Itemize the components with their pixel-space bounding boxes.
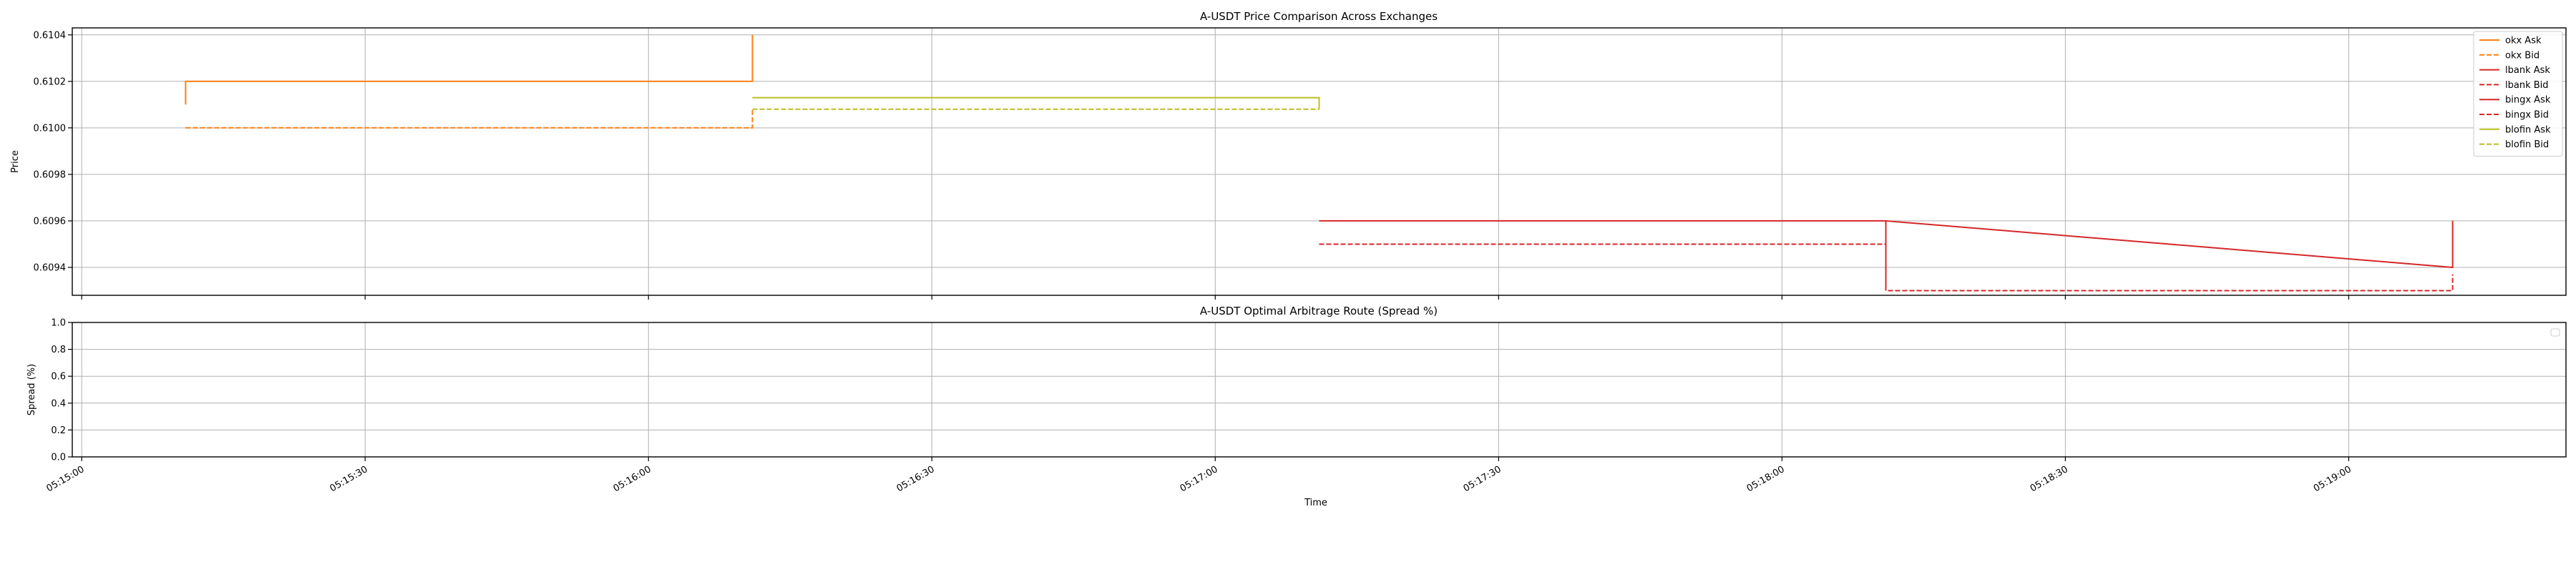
price-chart-x-ticks (81, 295, 2349, 300)
x-tick-label: 05:15:00 (45, 464, 87, 494)
spread-y-tick-label: 0.8 (51, 345, 66, 355)
spread-chart-frame (72, 322, 2567, 458)
spread-y-tick-label: 1.0 (51, 318, 66, 329)
legend-label: okx Ask (2505, 36, 2542, 46)
x-tick-label: 05:16:30 (895, 464, 937, 494)
legend-label: lbank Ask (2505, 65, 2550, 76)
x-tick-label: 05:17:30 (1462, 464, 1503, 494)
series-line (1319, 220, 2454, 291)
series-line (1319, 243, 2454, 292)
spread-chart-y-label: Spread (%) (26, 364, 37, 415)
price-y-tick-label: 0.6102 (34, 77, 67, 87)
price-y-tick-label: 0.6100 (34, 123, 67, 134)
spread-chart-legend (2550, 328, 2560, 337)
x-tick-label: 05:15:30 (328, 464, 370, 494)
price-y-tick-label: 0.6098 (34, 169, 67, 180)
price-y-tick-label: 0.6104 (34, 30, 67, 41)
spread-chart-x-label: Time (1304, 498, 1327, 508)
x-tick-label: 05:17:00 (1179, 464, 1220, 494)
series-line (185, 34, 753, 105)
spread-chart: 05:15:00 05:15:30 05:16:00 05:16:30 05:17:00… (26, 305, 2567, 508)
x-tick-label: 05:18:30 (2029, 464, 2070, 494)
x-tick-label: 05:18:00 (1745, 464, 1787, 494)
price-chart-title: A-USDT Price Comparison Across Exchanges (1200, 10, 1438, 23)
spread-chart-x-ticks: 05:15:00 05:15:30 05:16:00 05:16:30 05:17:00… (45, 457, 2353, 494)
series-line (185, 109, 753, 129)
price-chart-grid (72, 28, 2566, 295)
spread-chart-title: A-USDT Optimal Arbitrage Route (Spread %… (1200, 305, 1438, 317)
price-y-tick-label: 0.6096 (34, 216, 67, 227)
legend-label: okx Bid (2505, 50, 2540, 61)
legend-label: bingx Ask (2505, 95, 2551, 106)
price-chart: 0.6094 0.6096 0.6098 0.6100 0.6102 0.6104 A-U… (10, 10, 2567, 300)
legend-label: lbank Bid (2505, 80, 2549, 91)
legend-label: blofin Bid (2505, 139, 2549, 150)
spread-y-tick-label: 0.6 (51, 372, 66, 383)
legend-label: bingx Bid (2505, 110, 2549, 121)
legend-label: blofin Ask (2505, 124, 2551, 135)
x-tick-label: 05:19:00 (2312, 464, 2353, 494)
price-chart-frame (72, 27, 2567, 296)
price-chart-series (185, 34, 2454, 292)
price-y-tick-label: 0.6094 (34, 262, 67, 273)
price-chart-y-ticks: 0.6094 0.6096 0.6098 0.6100 0.6102 0.6104 (34, 30, 72, 273)
spread-y-tick-label: 0.2 (51, 425, 66, 436)
spread-y-tick-label: 0.4 (51, 398, 66, 409)
price-chart-legend: okx Ask okx Bid lbank Ask lbank Bid bingx As… (2473, 31, 2563, 157)
spread-y-tick-label: 0.0 (51, 453, 66, 463)
legend-box (2473, 31, 2563, 157)
spread-chart-grid (72, 322, 2566, 458)
spread-chart-y-ticks: 0.0 0.2 0.4 0.6 0.8 1.0 (51, 318, 72, 463)
x-tick-label: 05:16:00 (612, 464, 653, 494)
price-chart-y-label: Price (10, 150, 21, 173)
series-line (752, 97, 1320, 109)
